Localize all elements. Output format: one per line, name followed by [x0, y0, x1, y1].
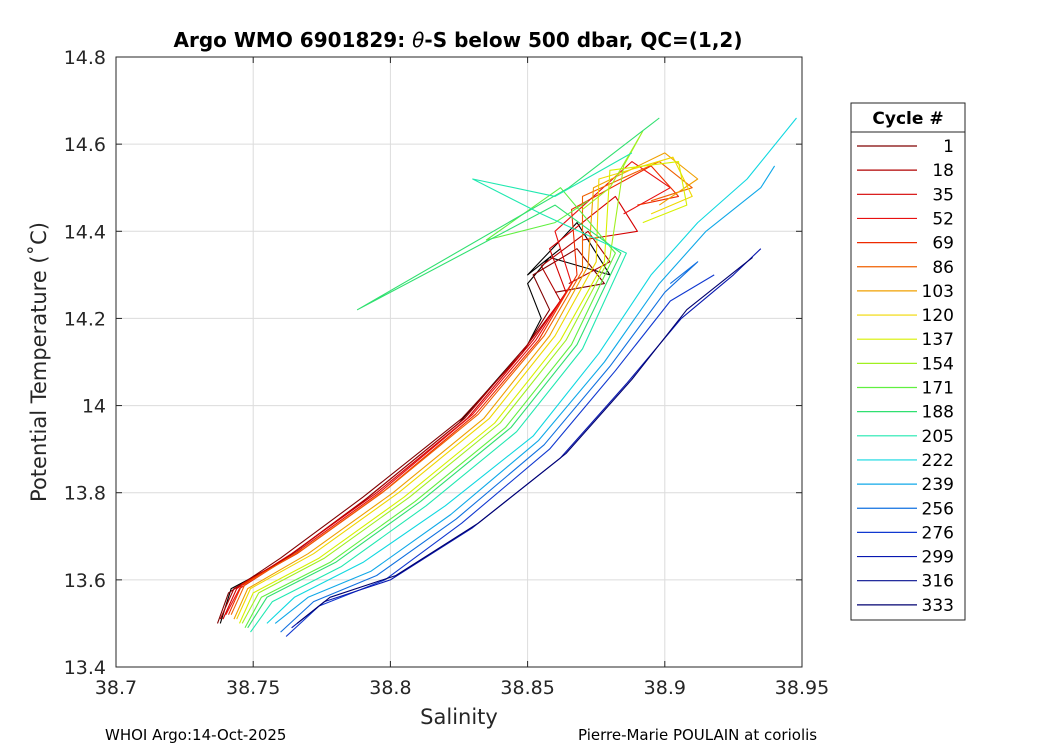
title-symbol: θ	[412, 28, 424, 52]
axes-box	[115, 56, 803, 668]
legend: Cycle #1 18 35 52 69 86 103 120 137 154 171 188 205 2…	[850, 102, 966, 621]
legend-label-cycle-154: 154	[922, 354, 954, 374]
legend-label-cycle-120: 120	[922, 306, 954, 326]
legend-label-cycle-256: 256	[922, 499, 954, 519]
legend-label-cycle-239: 239	[922, 475, 954, 495]
legend-label-cycle-316: 316	[922, 572, 954, 592]
x-tick-label: 38.85	[500, 677, 554, 699]
title-suffix: -S below 500 dbar, QC=(1,2)	[424, 28, 742, 52]
legend-label-cycle-333: 333	[922, 596, 954, 616]
plot-area: 38.7 38.75 38.8 38.85 38.9 38.95 13.4 13.6 13.8 1…	[64, 47, 830, 699]
legend-label-cycle-69: 69	[932, 234, 954, 254]
y-tick-label: 14.8	[64, 47, 106, 69]
legend-label-cycle-86: 86	[932, 258, 954, 278]
series-line-cycle-52	[222, 195, 638, 620]
series-line-cycle-171	[241, 130, 644, 624]
series-line-cycle-256	[274, 165, 776, 624]
y-tick-label: 14.2	[64, 308, 106, 330]
series-line-cycle-103	[230, 161, 693, 615]
series-line-cycle-333	[296, 256, 753, 624]
series-line-cycle-222	[250, 152, 633, 633]
y-tick-label: 13.8	[64, 483, 106, 505]
y-tick-label: 13.6	[64, 570, 106, 592]
series-line-cycle-205	[247, 117, 660, 629]
legend-label-cycle-205: 205	[922, 427, 954, 447]
y-tick-label: 14.4	[64, 221, 106, 243]
y-tick-label: 14	[82, 396, 106, 418]
footer-right: Pierre-Marie POULAIN at coriolis	[578, 726, 818, 744]
x-tick-label: 38.7	[95, 677, 137, 699]
legend-label-cycle-171: 171	[922, 379, 954, 399]
axes-background	[116, 57, 802, 667]
legend-label-cycle-299: 299	[922, 548, 954, 568]
series-line-cycle-276	[280, 261, 699, 633]
legend-label-cycle-222: 222	[922, 451, 954, 471]
x-tick-label: 38.95	[775, 677, 829, 699]
series-group	[216, 117, 797, 637]
series-line-cycle-239	[266, 117, 797, 624]
legend-label-cycle-188: 188	[922, 403, 954, 423]
y-axis-label: Potential Temperature (˚C)	[27, 222, 51, 502]
legend-label-cycle-1: 1	[943, 137, 954, 157]
title-prefix: Argo WMO 6901829:	[174, 28, 413, 52]
legend-label-cycle-35: 35	[932, 185, 954, 205]
legend-title: Cycle #	[872, 109, 943, 129]
series-line-cycle-188	[244, 187, 616, 629]
x-tick-label: 38.75	[226, 677, 280, 699]
y-tick-label: 14.6	[64, 134, 106, 156]
chart-title: Argo WMO 6901829: θ-S below 500 dbar, QC…	[174, 28, 743, 52]
y-tick-label: 13.4	[64, 657, 106, 679]
series-line-cycle-137	[236, 156, 693, 620]
legend-label-cycle-18: 18	[932, 161, 954, 181]
legend-label-cycle-276: 276	[922, 523, 954, 543]
x-axis-label: Salinity	[420, 705, 498, 729]
x-tick-label: 38.9	[644, 677, 686, 699]
footer-left: WHOI Argo:14-Oct-2025	[105, 726, 287, 744]
legend-label-cycle-103: 103	[922, 282, 954, 302]
legend-label-cycle-52: 52	[932, 209, 954, 229]
series-line-cycle-154	[238, 161, 688, 624]
legend-box	[850, 102, 966, 621]
x-tick-label: 38.8	[369, 677, 411, 699]
series-line-cycle-299	[285, 274, 715, 637]
legend-label-cycle-137: 137	[922, 330, 954, 350]
